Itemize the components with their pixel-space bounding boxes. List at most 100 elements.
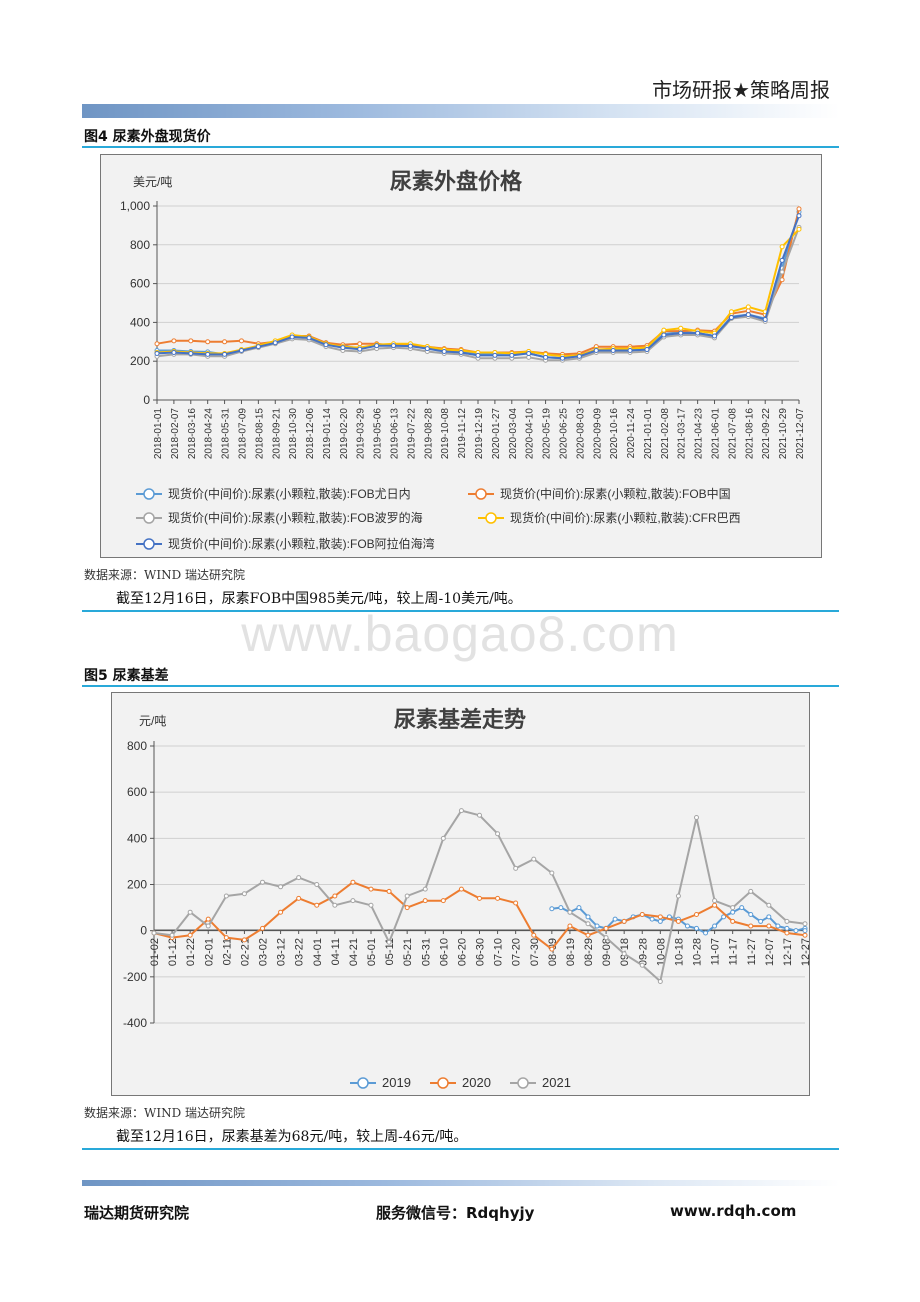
y-tick-label: 400 (130, 315, 150, 329)
x-tick-label: 2018-01-01 (153, 408, 164, 460)
data-point (332, 902, 338, 908)
x-tick-label: 2019-10-08 (440, 408, 451, 460)
data-point (350, 879, 356, 885)
x-tick-label: 04-21 (348, 938, 360, 966)
x-tick-label: 03-02 (258, 938, 270, 966)
data-point (712, 333, 718, 339)
data-point (612, 916, 618, 922)
x-tick-label: 2018-05-31 (221, 408, 232, 460)
data-point (171, 349, 177, 355)
x-tick-label: 03-12 (276, 938, 288, 966)
legend-marker (475, 488, 487, 500)
header-gradient-bar (82, 104, 840, 118)
y-tick-label: -400 (123, 1016, 147, 1030)
data-point (675, 918, 681, 924)
data-point (745, 304, 751, 310)
x-tick-label: 05-21 (402, 938, 414, 966)
figure2-caption: 图5 尿素基差 (84, 668, 169, 684)
data-point (314, 902, 320, 908)
data-point (205, 916, 211, 922)
x-tick-label: 12-07 (764, 938, 776, 966)
data-point (422, 886, 428, 892)
x-tick-label: 2018-09-21 (271, 408, 282, 460)
data-point (661, 327, 667, 333)
data-point (424, 346, 430, 352)
data-point (278, 909, 284, 915)
data-point (260, 925, 265, 931)
data-point (513, 900, 519, 906)
x-tick-label: 07-20 (511, 938, 523, 966)
x-tick-label: 02-01 (203, 938, 215, 966)
data-point (323, 342, 329, 348)
data-point (222, 351, 228, 357)
x-tick-label: 04-11 (330, 938, 342, 965)
x-tick-label: 08-19 (565, 938, 577, 966)
data-point (762, 316, 768, 322)
x-tick-label: 2021-12-07 (795, 408, 806, 460)
data-point (766, 902, 772, 908)
data-point (728, 309, 734, 315)
data-point (238, 348, 244, 354)
y-tick-label: -200 (123, 970, 147, 984)
figure1-note: 截至12月16日，尿素FOB中国985美元/吨，较上周-10美元/吨。 (116, 591, 522, 607)
data-point (730, 918, 736, 924)
report-header-title: 市场研报★策略周报 (652, 78, 830, 102)
data-point (558, 905, 564, 911)
chart-title: 尿素基差走势 (394, 707, 526, 732)
data-point (441, 349, 447, 354)
y-tick-label: 600 (127, 785, 147, 799)
data-point (621, 918, 627, 924)
data-point (386, 939, 392, 945)
y-tick-label: 1,000 (120, 199, 150, 213)
x-tick-label: 2018-08-15 (254, 408, 265, 460)
data-point (694, 912, 699, 918)
data-point (678, 330, 684, 336)
x-tick-label: 2020-06-25 (558, 408, 569, 460)
data-point (531, 932, 537, 938)
data-point (404, 905, 410, 911)
data-point (745, 312, 751, 318)
x-tick-label: 2021-04-23 (694, 408, 705, 460)
footer-gradient-bar (82, 1180, 840, 1186)
data-point (766, 914, 772, 920)
x-tick-label: 2020-09-09 (592, 408, 603, 460)
x-tick-label: 2019-01-14 (322, 408, 333, 460)
data-point (644, 347, 650, 353)
figure1-top-rule (82, 146, 839, 148)
data-point (422, 898, 428, 904)
x-tick-label: 2021-08-16 (744, 408, 755, 460)
data-point (748, 888, 754, 894)
data-point (712, 898, 718, 904)
data-point (657, 918, 663, 924)
data-point (340, 345, 346, 351)
data-point (712, 902, 718, 908)
data-point (543, 354, 549, 360)
data-point (531, 856, 537, 862)
data-point (526, 350, 532, 356)
x-tick-label: 10-18 (673, 938, 685, 966)
data-point (694, 815, 699, 821)
data-point (223, 893, 229, 899)
data-point (357, 346, 363, 352)
legend-marker (437, 1077, 449, 1089)
figure2-top-rule (82, 685, 839, 687)
data-point (585, 914, 591, 920)
legend-marker (143, 538, 155, 550)
data-point (241, 937, 247, 943)
data-point (509, 352, 515, 358)
x-tick-label: 2020-10-16 (609, 408, 620, 460)
legend-label: 现货价(中间价):尿素(小颗粒,散装):FOB波罗的海 (168, 510, 423, 525)
footer-website[interactable]: www.rdqh.com (670, 1202, 797, 1220)
y-tick-label: 200 (127, 878, 147, 892)
y-tick-label: 600 (130, 277, 150, 291)
x-tick-label: 2020-01-27 (491, 408, 502, 460)
y-axis-unit-label: 元/吨 (139, 714, 166, 728)
data-point (793, 928, 799, 934)
data-point (492, 352, 498, 358)
data-point (278, 884, 284, 890)
data-point (222, 339, 228, 345)
data-point (188, 338, 194, 344)
figure1-bottom-rule (82, 610, 839, 612)
x-tick-label: 2018-04-24 (204, 408, 215, 460)
x-tick-label: 06-20 (456, 938, 468, 966)
